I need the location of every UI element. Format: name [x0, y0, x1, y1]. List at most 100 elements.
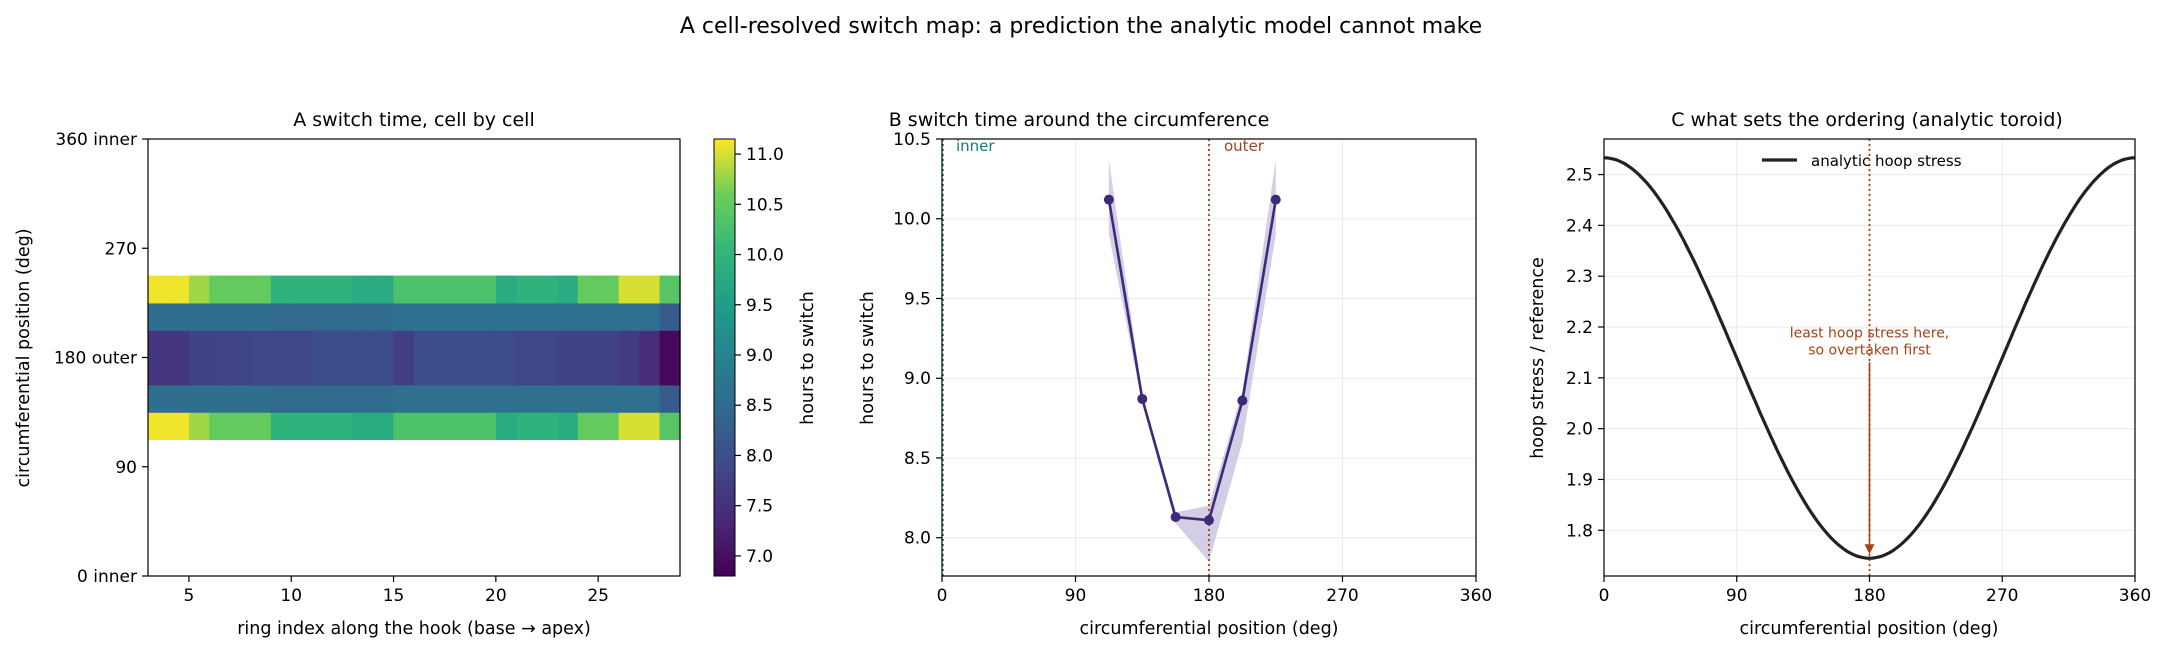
y-tick-label: 2.4: [1566, 216, 1593, 236]
heatmap-cell: [434, 384, 456, 413]
heatmap-cell: [475, 302, 497, 331]
heatmap-cell: [536, 275, 558, 304]
heatmap-cell: [352, 357, 374, 386]
heatmap-cell: [495, 357, 517, 386]
data-point: [1137, 393, 1148, 404]
heatmap-cell: [373, 275, 395, 304]
data-point: [1237, 395, 1248, 406]
x-tick-label: 15: [383, 586, 405, 606]
y-tick-label: 90: [115, 458, 137, 478]
heatmap-cell: [454, 275, 476, 304]
heatmap-cell: [475, 357, 497, 386]
heatmap-cell: [495, 302, 517, 331]
heatmap-cell: [434, 357, 456, 386]
heatmap-cell: [291, 384, 313, 413]
heatmap-cell: [373, 384, 395, 413]
heatmap-cell: [188, 275, 210, 304]
heatmap-cell: [168, 302, 190, 331]
heatmap-cell: [229, 412, 251, 441]
heatmap-cell: [495, 330, 517, 359]
panel-a-ylabel: circumferential position (deg): [14, 228, 34, 487]
heatmap-cell: [557, 275, 579, 304]
heatmap-cell: [639, 275, 661, 304]
heatmap-cell: [209, 302, 231, 331]
panel-a-heatmap: A switch time, cell by cell 5 10 15 20 25 0 …: [14, 109, 818, 639]
heatmap-cell: [188, 412, 210, 441]
heatmap-cell: [291, 412, 313, 441]
y-tick-label: 2.3: [1566, 267, 1593, 287]
panel-b-x-ticks: 0 90 180 270 360: [937, 576, 1492, 606]
heatmap-cell: [618, 330, 640, 359]
heatmap-cell: [188, 357, 210, 386]
heatmap-cell: [332, 412, 354, 441]
heatmap-cell: [557, 357, 579, 386]
heatmap-cell: [414, 302, 436, 331]
x-tick-label: 90: [1065, 586, 1087, 606]
y-tick-label: 180 outer: [54, 349, 137, 369]
heatmap-cell: [618, 302, 640, 331]
heatmap-cell: [659, 302, 681, 331]
heatmap-cell: [393, 275, 415, 304]
heatmap-cell: [577, 412, 599, 441]
heatmap-cell: [332, 384, 354, 413]
heatmap-cell: [209, 384, 231, 413]
heatmap-cell: [618, 384, 640, 413]
heatmap-cell: [332, 302, 354, 331]
heatmap-cell: [209, 357, 231, 386]
heatmap-cell: [598, 330, 620, 359]
heatmap-cell: [639, 412, 661, 441]
heatmap-cell: [291, 330, 313, 359]
data-point: [1170, 511, 1181, 522]
colorbar-ticks: 7.0 7.5 8.0 8.5 9.0 9.5 10.0 10.5 11.0: [735, 145, 784, 567]
heatmap-cell: [577, 330, 599, 359]
heatmap-cell: [250, 412, 272, 441]
heatmap-cell: [577, 357, 599, 386]
heatmap-cell: [639, 302, 661, 331]
x-tick-label: 180: [1853, 586, 1885, 606]
heatmap-cell: [229, 384, 251, 413]
heatmap-cell: [598, 412, 620, 441]
x-tick-label: 360: [1460, 586, 1492, 606]
colorbar: [713, 138, 736, 577]
y-tick-label: 10.0: [893, 210, 931, 230]
panel-c-ylabel: hoop stress / reference: [1528, 257, 1548, 459]
heatmap-cell: [229, 275, 251, 304]
heatmap-cell: [373, 302, 395, 331]
heatmap-cell: [618, 412, 640, 441]
heatmap-cell: [577, 275, 599, 304]
heatmap-cell: [393, 384, 415, 413]
heatmap-cell: [373, 357, 395, 386]
panel-c-y-ticks: 1.8 1.9 2.0 2.1 2.2 2.3 2.4 2.5: [1566, 166, 1604, 541]
heatmap-cell: [536, 412, 558, 441]
heatmap-cell: [557, 384, 579, 413]
panel-c-title: C what sets the ordering (analytic toroi…: [1671, 109, 2063, 131]
colorbar-label: hours to switch: [798, 291, 818, 425]
heatmap-cell: [639, 330, 661, 359]
colorbar-tick-label: 7.5: [746, 497, 773, 517]
heatmap-cell: [598, 275, 620, 304]
annotation-line-2: so overtaken first: [1808, 342, 1931, 358]
y-tick-label: 2.1: [1566, 369, 1593, 389]
colorbar-tick-label: 10.0: [746, 246, 784, 266]
colorbar-tick-label: 8.5: [746, 396, 773, 416]
x-tick-label: 270: [1986, 586, 2018, 606]
x-tick-label: 90: [1726, 586, 1748, 606]
heatmap-cell: [536, 384, 558, 413]
data-point: [1103, 194, 1114, 205]
heatmap-cell: [516, 330, 538, 359]
heatmap-cell: [536, 357, 558, 386]
heatmap-cell: [434, 302, 456, 331]
colorbar-tick-label: 11.0: [746, 145, 784, 165]
x-tick-label: 0: [937, 586, 948, 606]
heatmap-cell: [332, 330, 354, 359]
heatmap-cell: [148, 330, 170, 359]
heatmap-cell: [250, 302, 272, 331]
heatmap-cell: [434, 412, 456, 441]
colorbar-tick-label: 8.0: [746, 446, 773, 466]
outer-label: outer: [1224, 137, 1265, 155]
data-point: [1204, 515, 1214, 526]
heatmap-cell: [414, 275, 436, 304]
panel-a-xlabel: ring index along the hook (base → apex): [237, 619, 591, 639]
heatmap-cell: [332, 275, 354, 304]
